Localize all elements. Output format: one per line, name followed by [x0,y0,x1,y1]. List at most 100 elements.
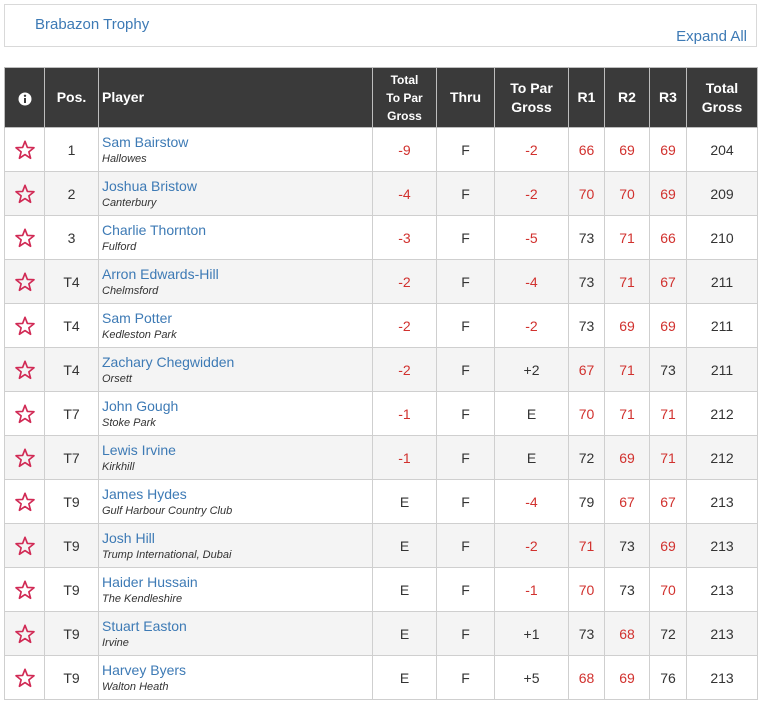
player-club: Stoke Park [102,417,156,429]
favorite-cell[interactable] [4,391,45,436]
player-name-link[interactable]: John Gough [102,398,179,414]
favorite-star-icon[interactable] [14,579,36,601]
player-name-link[interactable]: Sam Bairstow [102,134,189,150]
player-cell: Charlie Thornton Fulford [98,215,373,260]
player-name-link[interactable]: Zachary Chegwidden [102,354,235,370]
pos-column-header: Pos. [44,67,99,128]
table-row: T9 James Hydes Gulf Harbour Country Club E F… [4,479,758,524]
player-name-link[interactable]: Josh Hill [102,530,155,546]
favorite-cell[interactable] [4,479,45,524]
tournament-link[interactable]: Brabazon Trophy [35,16,150,33]
table-row: T4 Sam Potter Kedleston Park -2 F -2 73 69 69 211 [4,303,758,348]
r2-cell: 68 [604,611,650,656]
thru-cell: F [436,523,495,568]
r2-column-header: R2 [604,67,650,128]
r3-cell: 67 [649,259,687,304]
favorite-star-icon[interactable] [14,271,36,293]
thru-cell: F [436,655,495,700]
favorite-cell[interactable] [4,171,45,216]
player-name-link[interactable]: James Hydes [102,486,187,502]
player-name-link[interactable]: Arron Edwards-Hill [102,266,219,282]
r1-column-header: R1 [568,67,605,128]
favorite-cell[interactable] [4,611,45,656]
favorite-cell[interactable] [4,567,45,612]
player-cell: John Gough Stoke Park [98,391,373,436]
player-cell: James Hydes Gulf Harbour Country Club [98,479,373,524]
r3-cell: 70 [649,567,687,612]
favorite-star-icon[interactable] [14,403,36,425]
player-name-link[interactable]: Sam Potter [102,310,173,326]
player-name-link[interactable]: Lewis Irvine [102,442,176,458]
favorite-star-icon[interactable] [14,623,36,645]
expand-all-button[interactable]: Expand All [676,28,747,45]
favorite-star-icon[interactable] [14,183,36,205]
info-icon[interactable] [18,92,32,106]
r3-cell: 67 [649,479,687,524]
player-club: Kedleston Park [102,329,177,341]
table-row: 1 Sam Bairstow Hallowes -9 F -2 66 69 69 204 [4,127,758,172]
table-row: T9 Stuart Easton Irvine E F +1 73 68 72 213 [4,611,758,656]
total-to-par-cell: -3 [372,215,437,260]
favorite-cell[interactable] [4,215,45,260]
player-cell: Joshua Bristow Canterbury [98,171,373,216]
thru-cell: F [436,347,495,392]
r1-cell: 73 [568,611,605,656]
r3-cell: 71 [649,391,687,436]
favorite-cell[interactable] [4,127,45,172]
to-par-cell: +5 [494,655,569,700]
pos-cell: T7 [44,435,99,480]
player-cell: Haider Hussain The Kendleshire [98,567,373,612]
total-gross-cell: 213 [686,479,758,524]
favorite-star-icon[interactable] [14,535,36,557]
player-cell: Stuart Easton Irvine [98,611,373,656]
total-gross-column-header: Total Gross [686,67,758,128]
player-name-link[interactable]: Charlie Thornton [102,222,207,238]
favorite-star-icon[interactable] [14,315,36,337]
total-gross-cell: 210 [686,215,758,260]
pos-cell: 1 [44,127,99,172]
r2-cell: 69 [604,303,650,348]
player-club: Hallowes [102,153,147,165]
favorite-cell[interactable] [4,655,45,700]
player-name-link[interactable]: Haider Hussain [102,574,198,590]
r2-cell: 69 [604,655,650,700]
to-par-cell: -1 [494,567,569,612]
leaderboard-table: Pos. Player Total To Par Gross Thru To Par… [4,67,758,700]
to-par-cell: -2 [494,303,569,348]
favorite-star-icon[interactable] [14,227,36,249]
info-column-header[interactable] [4,67,45,128]
player-cell: Josh Hill Trump International, Dubai [98,523,373,568]
total-to-par-column-header: Total To Par Gross [372,67,437,128]
player-name-link[interactable]: Stuart Easton [102,618,187,634]
r1-cell: 66 [568,127,605,172]
r2-cell: 67 [604,479,650,524]
total-to-par-cell: E [372,611,437,656]
to-par-cell: +2 [494,347,569,392]
favorite-cell[interactable] [4,259,45,304]
player-club: Canterbury [102,197,157,209]
favorite-cell[interactable] [4,347,45,392]
favorite-star-icon[interactable] [14,139,36,161]
favorite-cell[interactable] [4,303,45,348]
player-name-link[interactable]: Joshua Bristow [102,178,197,194]
table-row: T4 Arron Edwards-Hill Chelmsford -2 F -4 73 71 6… [4,259,758,304]
table-row: T9 Haider Hussain The Kendleshire E F -1 70 73 7… [4,567,758,612]
favorite-cell[interactable] [4,435,45,480]
favorite-star-icon[interactable] [14,447,36,469]
r2-cell: 69 [604,127,650,172]
table-row: 2 Joshua Bristow Canterbury -4 F -2 70 70 69 209 [4,171,758,216]
pos-cell: 3 [44,215,99,260]
r1-cell: 68 [568,655,605,700]
favorite-cell[interactable] [4,523,45,568]
table-row: T7 John Gough Stoke Park -1 F E 70 71 71 212 [4,391,758,436]
favorite-star-icon[interactable] [14,491,36,513]
total-to-par-cell: E [372,655,437,700]
to-par-cell: -2 [494,523,569,568]
total-to-par-cell: E [372,479,437,524]
player-column-header: Player [98,67,373,128]
player-name-link[interactable]: Harvey Byers [102,662,187,678]
thru-column-header: Thru [436,67,495,128]
favorite-star-icon[interactable] [14,667,36,689]
favorite-star-icon[interactable] [14,359,36,381]
thru-cell: F [436,171,495,216]
